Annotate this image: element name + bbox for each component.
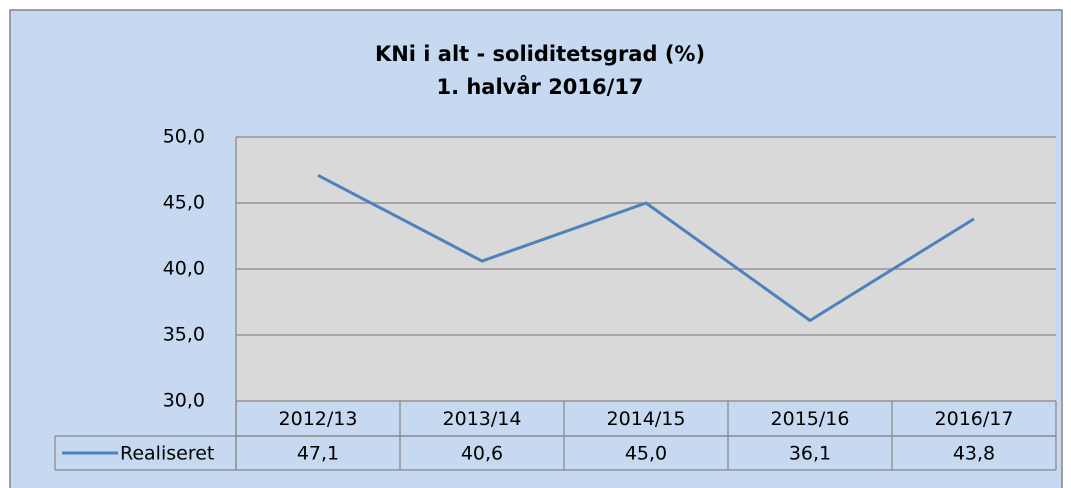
y-tick-label: 35,0: [163, 324, 205, 346]
line-series: [317, 173, 975, 322]
table-value: 43,8: [953, 443, 995, 465]
table-value: 36,1: [789, 443, 831, 465]
chart-subtitle: 1. halvår 2016/17: [436, 74, 643, 99]
x-tick-label: 2012/13: [279, 408, 358, 430]
x-tick-label: 2016/17: [935, 408, 1014, 430]
y-tick-label: 40,0: [163, 258, 205, 280]
x-tick-label: 2015/16: [771, 408, 850, 430]
chart-title: KNi i alt - soliditetsgrad (%): [375, 42, 705, 66]
table-value: 47,1: [297, 443, 339, 465]
x-tick-label: 2014/15: [607, 408, 686, 430]
x-tick-label: 2013/14: [443, 408, 522, 430]
table-value: 40,6: [461, 443, 503, 465]
y-tick-label: 30,0: [163, 390, 205, 412]
legend-label: Realiseret: [120, 443, 214, 465]
y-tick-label: 45,0: [163, 192, 205, 214]
table-value: 45,0: [625, 443, 667, 465]
y-tick-label: 50,0: [163, 126, 205, 148]
